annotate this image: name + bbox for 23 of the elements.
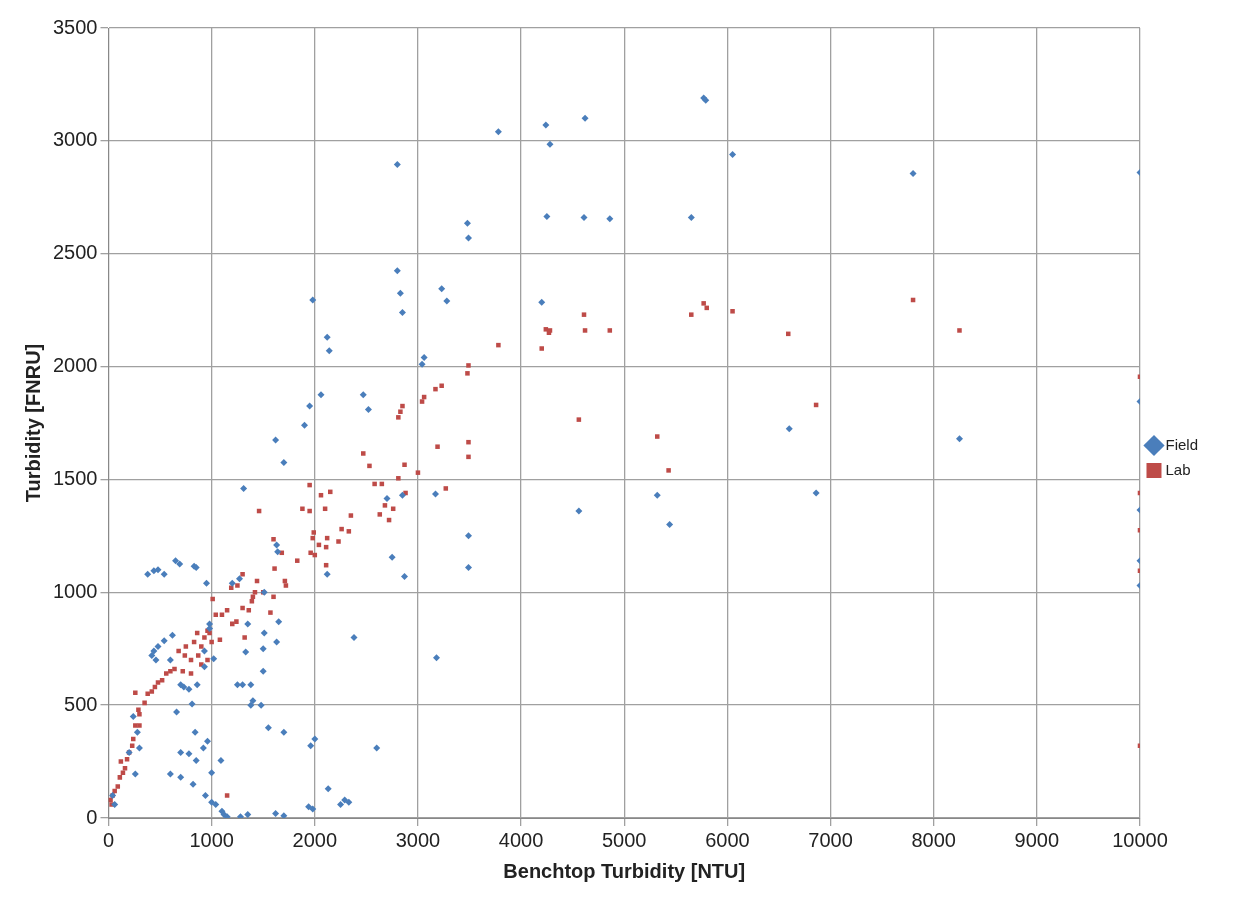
x-tick-label: 10000 [1112, 828, 1168, 851]
x-tick-label: 6000 [705, 828, 750, 851]
y-tick-label: 1000 [52, 579, 98, 602]
x-tick-label: 4000 [498, 828, 544, 851]
x-tick-label: 5000 [601, 828, 647, 851]
y-tick-label: 1500 [52, 466, 98, 489]
x-tick-label: 2000 [292, 828, 338, 851]
y-tick-label: 2500 [52, 241, 98, 264]
x-tick-label: 1000 [189, 828, 234, 851]
legend-label: Lab [1165, 460, 1191, 478]
y-tick-label: 2000 [52, 354, 98, 377]
y-tick-label: 0 [86, 805, 98, 828]
y-axis-title: Turbidity [FNRU] [21, 343, 44, 503]
x-tick-label: 7000 [808, 828, 853, 851]
y-tick-label: 3500 [52, 15, 98, 38]
x-tick-label: 3000 [395, 828, 441, 851]
x-tick-label: 9000 [1014, 828, 1060, 851]
y-tick-label: 500 [64, 692, 98, 715]
y-tick-label: 3000 [52, 128, 98, 151]
legend-label: Field [1165, 435, 1198, 453]
x-tick-label: 0 [102, 828, 115, 851]
x-tick-label: 8000 [911, 828, 956, 851]
x-axis-title: Benchtop Turbidity [NTU] [503, 859, 746, 882]
